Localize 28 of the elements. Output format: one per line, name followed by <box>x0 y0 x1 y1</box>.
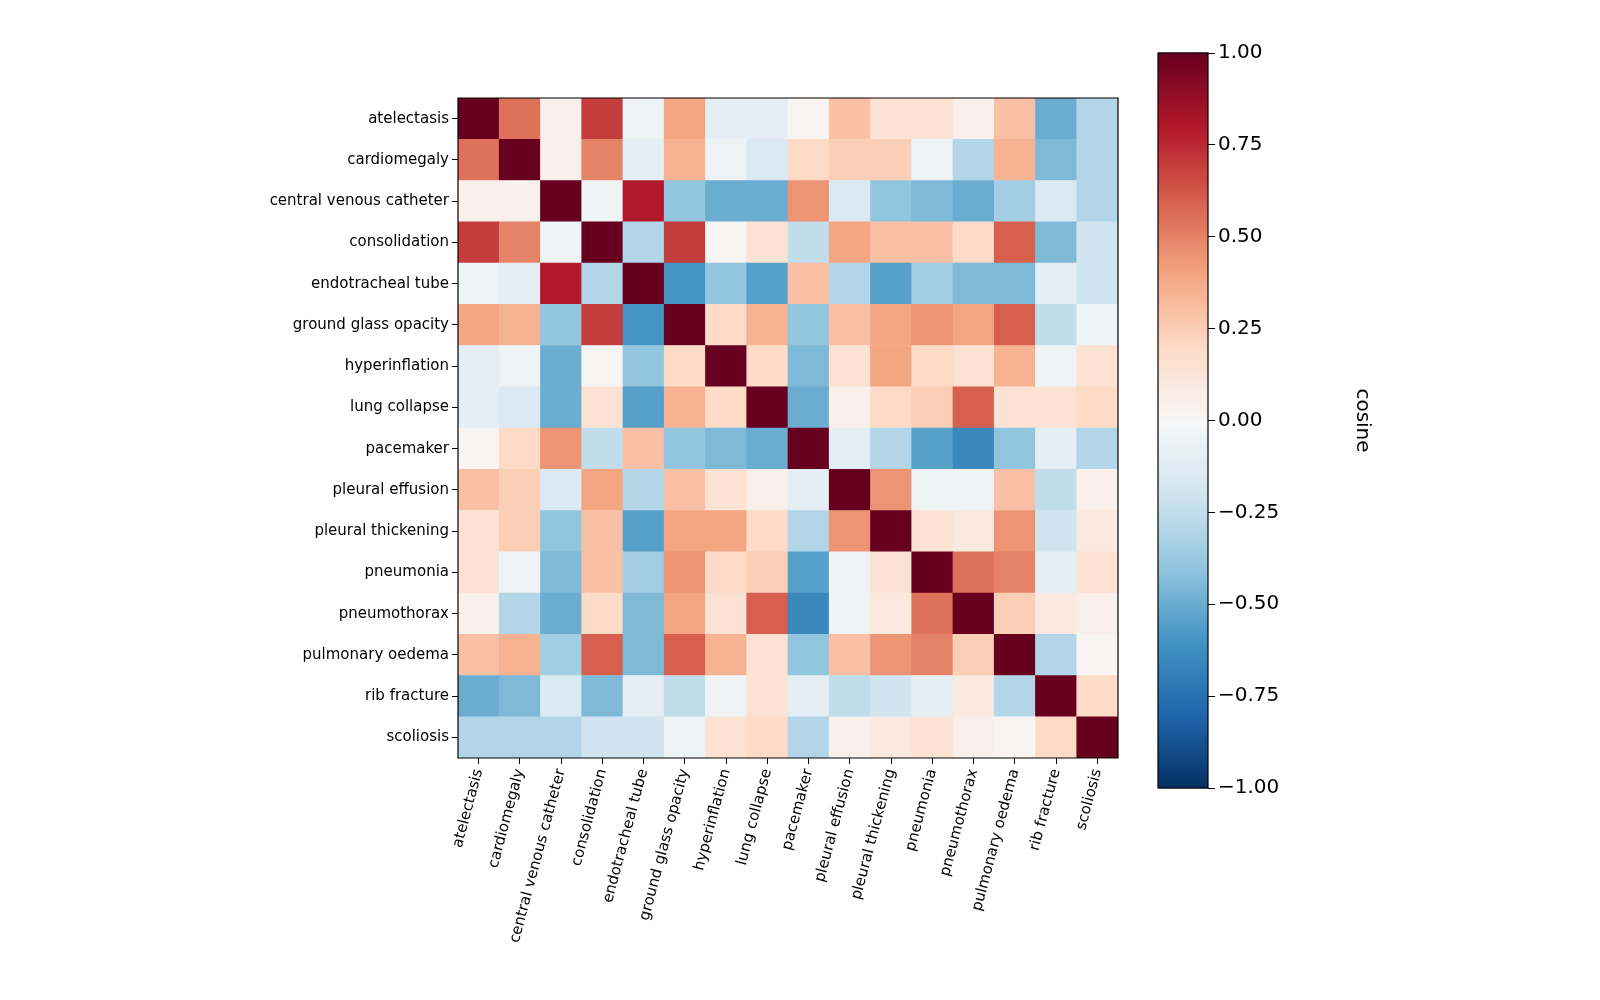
color-bar-label: −1.00 <box>1218 774 1280 799</box>
y-tick-label: pleural thickening <box>314 521 449 540</box>
x-tick-label: lung collapse <box>731 766 775 867</box>
y-tick-label: cardiomegaly <box>347 149 450 168</box>
color-bar-label: −0.25 <box>1218 498 1280 523</box>
color-bar-label: 0.25 <box>1218 314 1263 339</box>
color-bar-label: 0.50 <box>1218 222 1263 247</box>
y-tick-label: pneumothorax <box>338 603 450 622</box>
color-bar-label: 0.00 <box>1218 406 1263 431</box>
color-bar-label: 0.75 <box>1218 131 1263 156</box>
y-tick-label: pneumonia <box>364 562 449 581</box>
y-tick-label: atelectasis <box>368 108 450 127</box>
y-tick-label: pacemaker <box>365 438 450 457</box>
x-tick-label: scoliosis <box>1071 766 1106 832</box>
color-bar-label: −0.75 <box>1218 682 1280 707</box>
y-tick-label: pleural effusion <box>332 479 449 498</box>
y-tick-label: pulmonary oedema <box>302 644 449 663</box>
color-bar-title: cosine <box>1351 388 1376 453</box>
y-tick-label: ground glass opacity <box>292 314 450 333</box>
y-tick-label: rib fracture <box>365 686 449 705</box>
y-tick-label: hyperinflation <box>344 356 449 375</box>
color-bar-label: −0.50 <box>1218 590 1280 615</box>
color-bar-label: 1.00 <box>1218 39 1263 64</box>
y-tick-label: scoliosis <box>386 727 450 746</box>
y-tick-label: central venous catheter <box>269 191 450 210</box>
y-tick-label: consolidation <box>349 232 449 251</box>
y-tick-label: lung collapse <box>350 397 449 416</box>
y-tick-label: endotracheal tube <box>311 273 449 292</box>
